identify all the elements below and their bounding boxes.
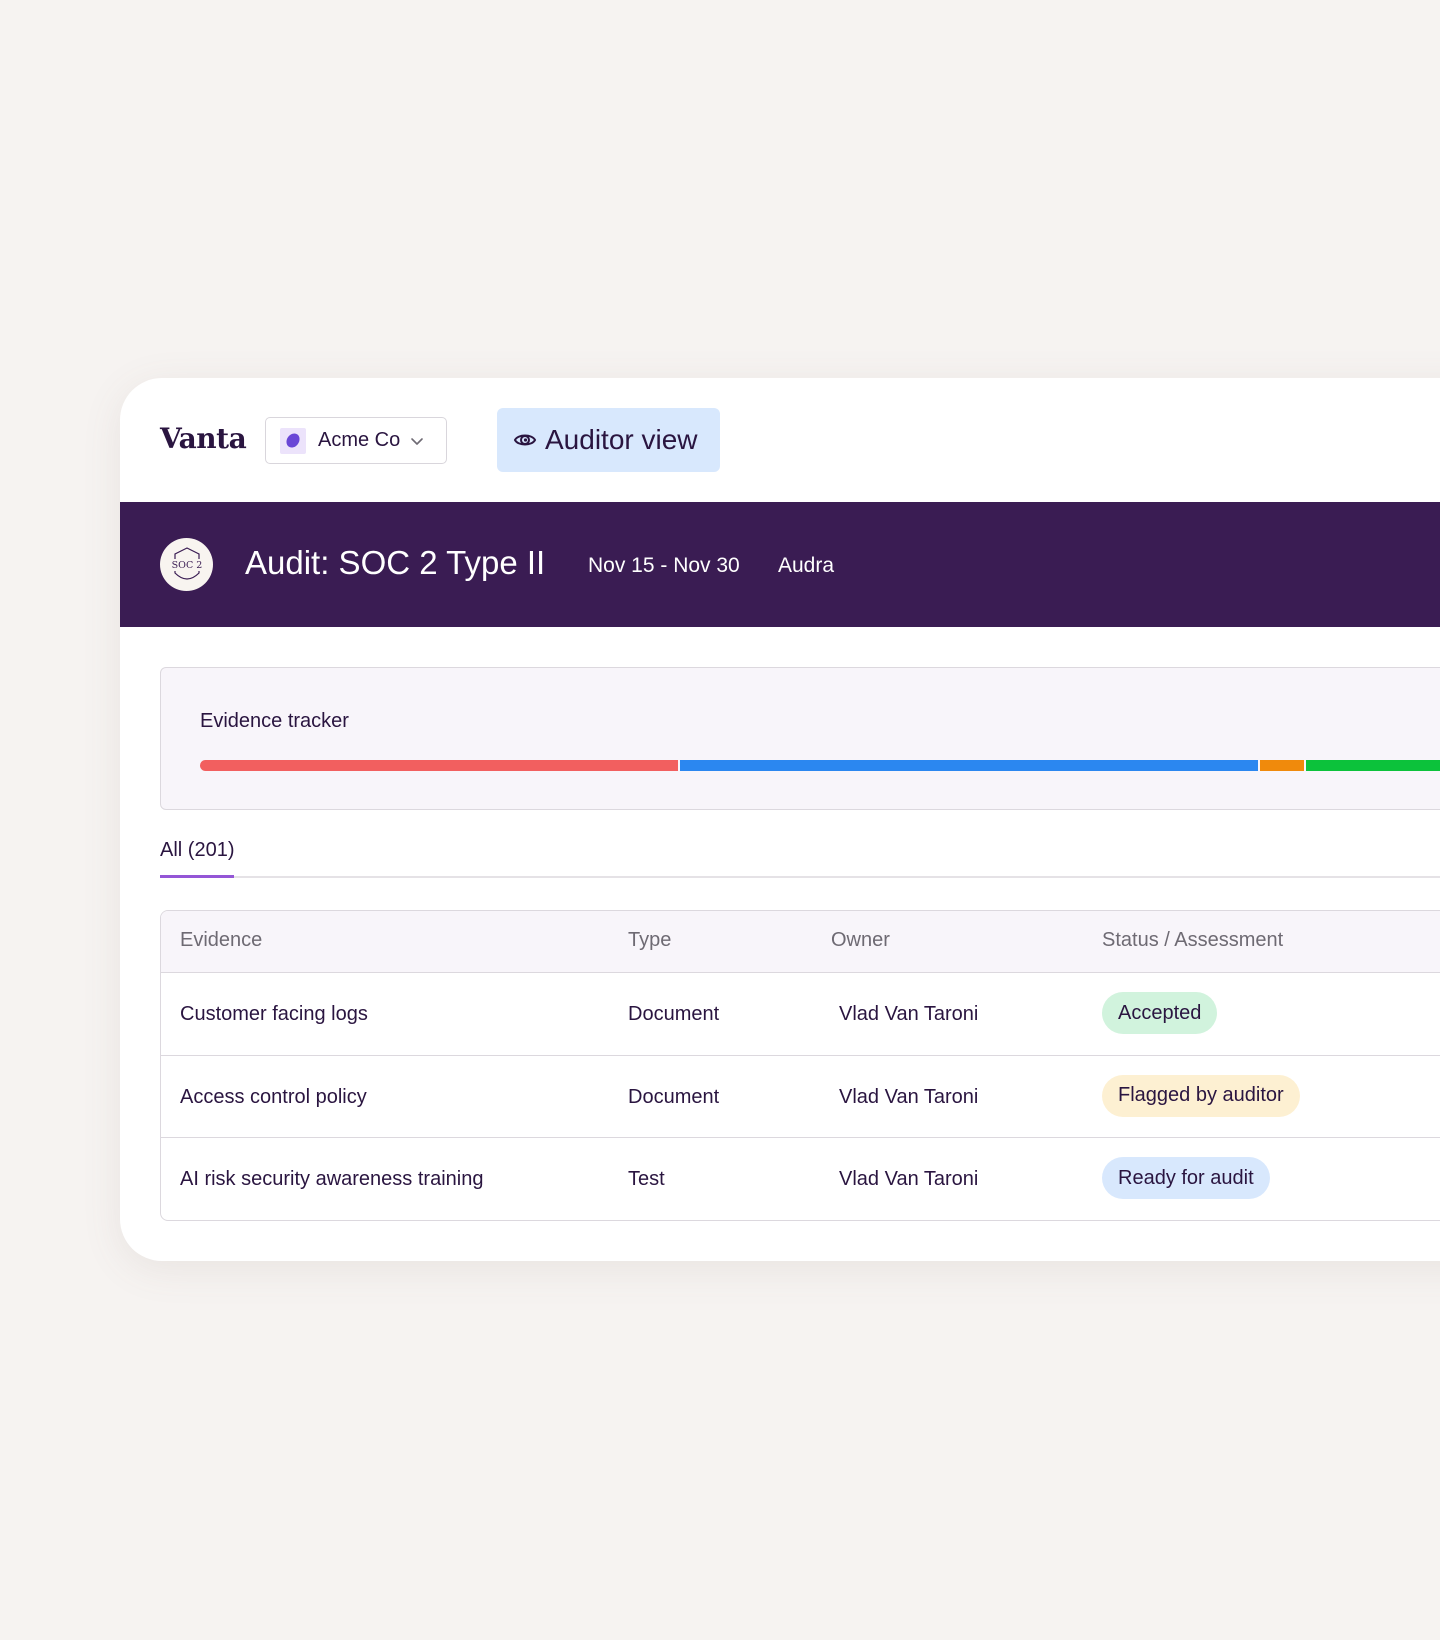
chevron-down-icon [411,437,424,445]
segment-ready[interactable] [680,760,1258,771]
evidence-tracker-title: Evidence tracker [200,710,349,732]
column-header-type[interactable]: Type [628,929,672,951]
org-name: Acme Co [318,429,401,451]
tab-all[interactable]: All (201) [160,833,235,878]
evidence-name: AI risk security awareness training [180,1168,484,1190]
status-badge: Ready for audit [1102,1157,1270,1199]
vanta-logo[interactable]: Vanta [160,422,247,455]
org-selector[interactable]: Acme Co [265,417,447,464]
evidence-type: Document [628,1085,720,1108]
audit-header: SOC 2 Audit: SOC 2 Type II Nov 15 - Nov … [120,502,1440,627]
evidence-table: Evidence Type Owner Status / Assessment … [160,910,1440,1221]
evidence-owner: Vlad Van Taroni [839,1085,979,1108]
org-avatar-icon [280,427,306,454]
evidence-owner: Vlad Van Taroni [839,1168,979,1190]
status-badge: Flagged by auditor [1102,1074,1300,1117]
evidence-type: Document [628,1003,720,1025]
soc2-badge-icon: SOC 2 [160,538,213,591]
audit-owner[interactable]: Audra [778,554,835,577]
evidence-type: Test [628,1168,665,1190]
evidence-tabs: All (201) [160,833,1440,878]
column-header-evidence[interactable]: Evidence [180,929,263,951]
status-badge: Accepted [1102,992,1218,1034]
segment-accepted[interactable] [1305,760,1440,771]
table-row[interactable]: Access control policy Document Vlad Van … [161,1056,1440,1138]
evidence-progress-bar[interactable] [200,760,1440,771]
audit-app-window: Vanta Acme Co Auditor view SOC 2 A [120,378,1440,1261]
eye-icon [513,434,537,446]
audit-date-range: Nov 15 - Nov 30 [588,554,740,577]
table-header: Evidence Type Owner Status / Assessment [161,911,1440,973]
segment-flagged[interactable] [200,760,679,771]
evidence-tracker: Evidence tracker [160,667,1440,810]
evidence-name: Customer facing logs [180,1003,368,1025]
table-row[interactable]: AI risk security awareness training Test… [161,1138,1440,1220]
column-header-status[interactable]: Status / Assessment [1102,929,1284,951]
audit-title: Audit: SOC 2 Type II [245,544,546,581]
top-bar: Vanta Acme Co Auditor view [120,378,1440,502]
column-header-owner[interactable]: Owner [831,929,890,951]
table-row[interactable]: Customer facing logs Document Vlad Van T… [161,973,1440,1056]
segment-in-progress[interactable] [1259,760,1304,771]
svg-text:SOC 2: SOC 2 [171,560,202,571]
evidence-owner: Vlad Van Taroni [839,1003,979,1025]
evidence-name: Access control policy [180,1085,367,1108]
auditor-view-label: Auditor view [545,424,698,455]
auditor-view-button[interactable]: Auditor view [497,408,720,472]
